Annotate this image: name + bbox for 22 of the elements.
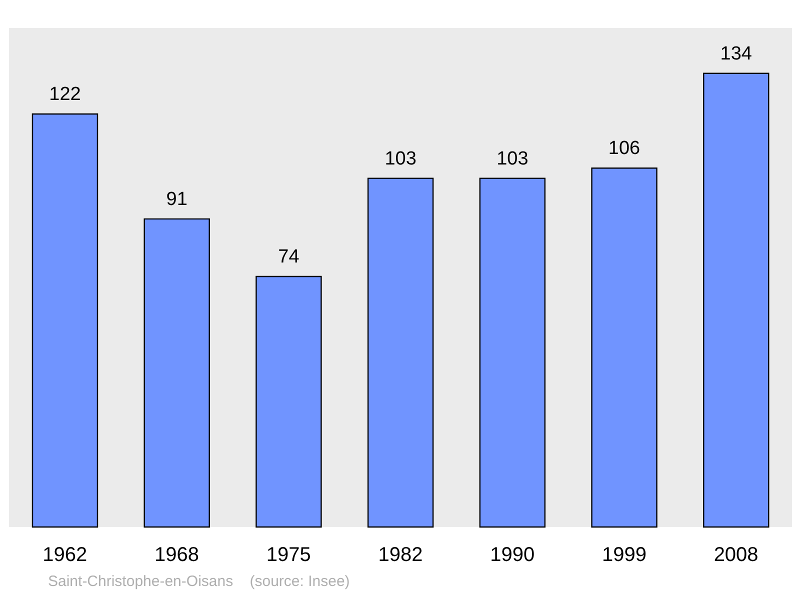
bar [367, 178, 434, 528]
x-tick-label: 1968 [154, 544, 200, 566]
data-label: 134 [720, 43, 752, 64]
bar [703, 72, 770, 528]
data-label: 106 [608, 138, 640, 160]
bar [591, 168, 658, 528]
x-tick-label: 1962 [42, 544, 88, 566]
data-label: 74 [278, 246, 300, 268]
data-label: 103 [384, 148, 416, 170]
bar [256, 276, 322, 528]
text: Saint-Christophe-en-Oisans (source: Insee) [48, 573, 350, 590]
x-tick-label: 1990 [490, 544, 535, 566]
x-tick-label: 1982 [378, 544, 423, 566]
x-tick-label: 2008 [714, 544, 758, 566]
bar [32, 113, 98, 528]
bar [144, 218, 210, 528]
x-tick-label: 1999 [602, 544, 646, 566]
x-tick-label: 1975 [266, 544, 311, 566]
data-label: 122 [49, 84, 81, 105]
data-label: 91 [166, 188, 188, 210]
bar [479, 178, 546, 528]
data-label: 103 [496, 148, 528, 170]
